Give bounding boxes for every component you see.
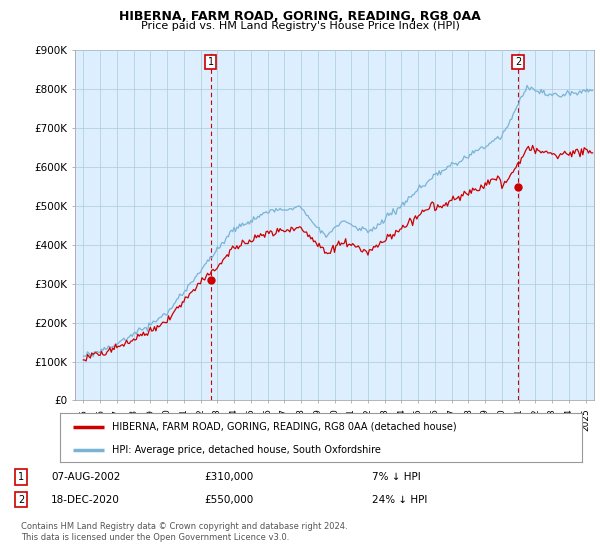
Text: HIBERNA, FARM ROAD, GORING, READING, RG8 0AA: HIBERNA, FARM ROAD, GORING, READING, RG8… xyxy=(119,10,481,22)
Text: 24% ↓ HPI: 24% ↓ HPI xyxy=(372,494,427,505)
Text: 2: 2 xyxy=(515,57,521,67)
Text: 1: 1 xyxy=(18,472,24,482)
Text: 2: 2 xyxy=(18,494,24,505)
Text: £310,000: £310,000 xyxy=(204,472,253,482)
Text: HIBERNA, FARM ROAD, GORING, READING, RG8 0AA (detached house): HIBERNA, FARM ROAD, GORING, READING, RG8… xyxy=(112,422,457,432)
Text: Price paid vs. HM Land Registry's House Price Index (HPI): Price paid vs. HM Land Registry's House … xyxy=(140,21,460,31)
Text: This data is licensed under the Open Government Licence v3.0.: This data is licensed under the Open Gov… xyxy=(21,533,289,542)
Text: 7% ↓ HPI: 7% ↓ HPI xyxy=(372,472,421,482)
Text: 1: 1 xyxy=(208,57,214,67)
Text: HPI: Average price, detached house, South Oxfordshire: HPI: Average price, detached house, Sout… xyxy=(112,445,381,455)
Text: Contains HM Land Registry data © Crown copyright and database right 2024.: Contains HM Land Registry data © Crown c… xyxy=(21,522,347,531)
Text: £550,000: £550,000 xyxy=(204,494,253,505)
Text: 07-AUG-2002: 07-AUG-2002 xyxy=(51,472,121,482)
Text: 18-DEC-2020: 18-DEC-2020 xyxy=(51,494,120,505)
